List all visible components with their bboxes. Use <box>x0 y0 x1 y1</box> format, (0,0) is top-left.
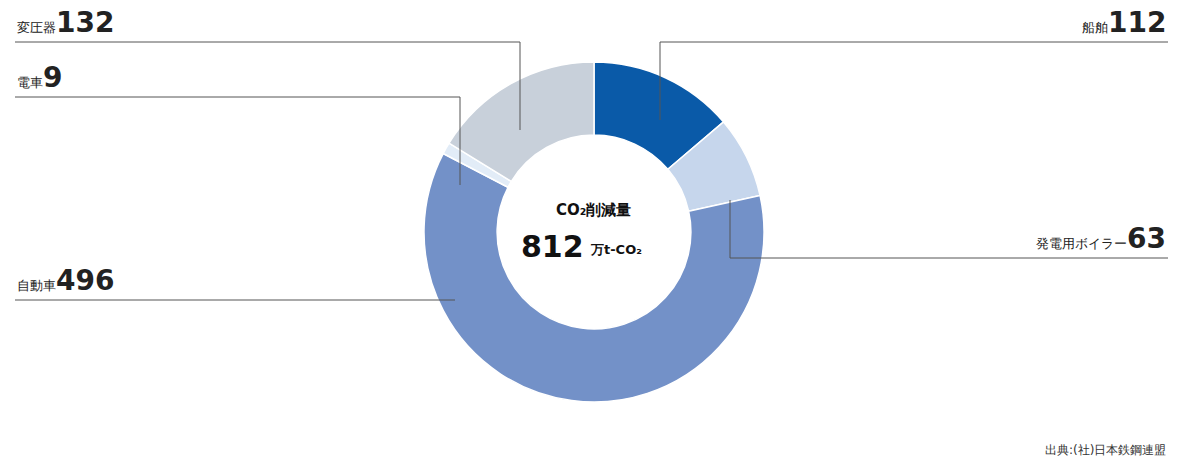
svg-text:出典:(社)日本鉄鋼連盟: 出典:(社)日本鉄鋼連盟 <box>1045 443 1166 457</box>
svg-text:変圧器132: 変圧器132 <box>17 6 114 39</box>
svg-text:電車9: 電車9 <box>17 61 62 94</box>
svg-text:船舶112: 船舶112 <box>1082 6 1166 39</box>
svg-text:発電用ボイラー63: 発電用ボイラー63 <box>1036 222 1166 255</box>
svg-text:812: 812 <box>521 229 584 264</box>
svg-text:万t-CO₂: 万t-CO₂ <box>590 242 642 257</box>
svg-text:CO₂削減量: CO₂削減量 <box>556 201 631 219</box>
svg-text:自動車496: 自動車496 <box>17 264 114 297</box>
